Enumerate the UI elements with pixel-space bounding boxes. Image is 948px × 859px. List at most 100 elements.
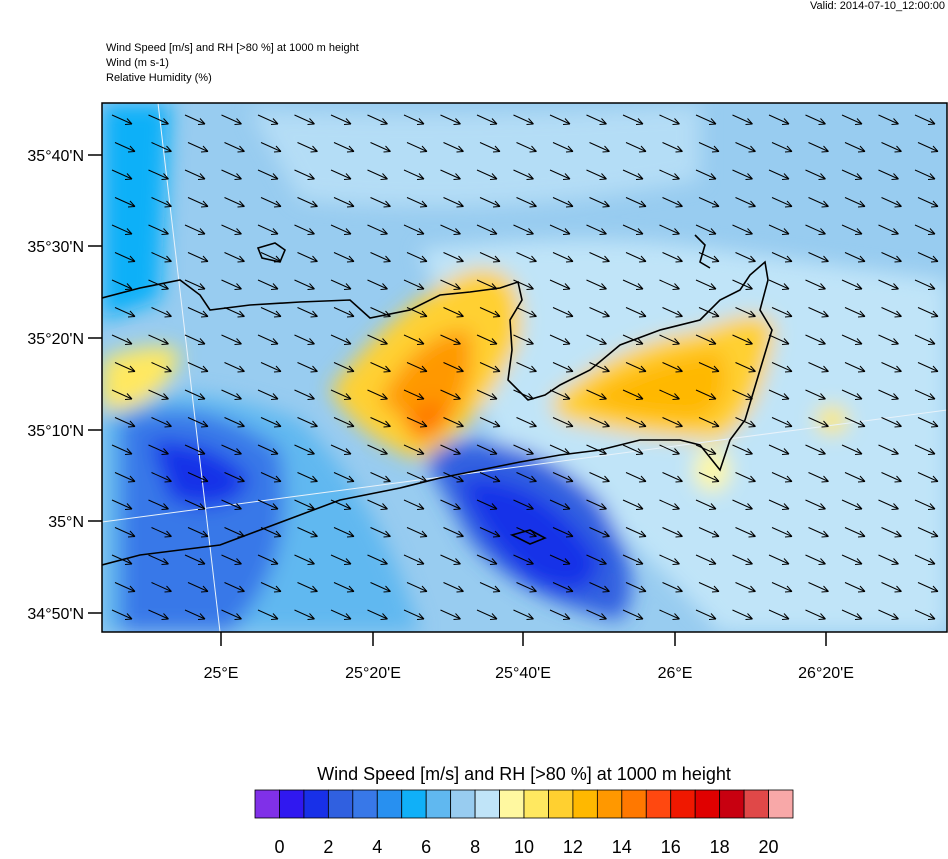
wind-arrow <box>440 334 461 345</box>
wind-arrow <box>333 307 355 318</box>
wind-arrow <box>440 554 461 565</box>
wind-arrow <box>443 472 464 483</box>
wind-arrow <box>330 499 352 510</box>
wind-arrow <box>881 307 902 318</box>
wind-arrow <box>516 472 537 483</box>
wind-arrow <box>111 499 133 510</box>
wind-arrow <box>662 527 683 538</box>
wind-arrow <box>111 114 133 125</box>
wind-arrow <box>257 334 279 345</box>
wind-arrow <box>844 197 866 208</box>
wind-arrow <box>330 114 352 125</box>
wind-arrow <box>625 527 647 538</box>
wind-arrow <box>440 389 461 400</box>
wind-arrow <box>768 224 790 235</box>
wind-arrow <box>476 279 498 290</box>
wind-arrow <box>367 169 388 180</box>
colorbar-label: 10 <box>514 837 534 854</box>
colorbar-swatch <box>743 789 769 819</box>
wind-arrow <box>914 114 936 125</box>
wind-arrow <box>552 417 574 428</box>
wind-arrow <box>698 142 720 153</box>
wind-arrow <box>406 472 428 483</box>
wind-arrow <box>516 362 537 373</box>
wind-arrow <box>297 142 318 153</box>
coastline <box>102 234 773 566</box>
wind-arrow <box>805 334 826 345</box>
wind-arrow <box>406 362 428 373</box>
wind-arrow <box>443 197 464 208</box>
wind-arrow <box>808 307 829 318</box>
wind-arrow <box>698 527 720 538</box>
wind-arrow <box>443 362 464 373</box>
wind-arrow <box>297 472 318 483</box>
wind-arrow <box>586 169 607 180</box>
wind-arrow <box>367 554 388 565</box>
wind-arrow <box>330 389 352 400</box>
lat-axis: 35°40'N 35°30'N 35°20'N 35°10'N 35°N 34°50'N <box>27 148 102 623</box>
wind-arrow <box>808 197 829 208</box>
wind-arrow <box>552 527 574 538</box>
colorbar-swatch <box>352 789 378 819</box>
wind-arrow <box>586 224 607 235</box>
wind-arrow <box>403 499 425 510</box>
wind-arrow <box>111 279 133 290</box>
wind-arrow <box>917 582 939 593</box>
wind-arrow <box>771 197 793 208</box>
wind-arrow <box>732 334 753 345</box>
wind-arrow <box>914 334 936 345</box>
wind-arrow <box>878 389 899 400</box>
wind-arrow <box>479 252 501 263</box>
wind-arrow <box>476 609 498 620</box>
lon-label: 25°40'E <box>495 665 551 682</box>
wind-arrow <box>184 279 206 290</box>
wind-arrow <box>111 224 133 235</box>
wind-arrow <box>513 444 534 455</box>
wind-arrow <box>768 444 790 455</box>
wind-arrow <box>622 609 644 620</box>
wind-arrow <box>695 389 717 400</box>
colorbar-label: 4 <box>372 837 382 854</box>
wind-arrow <box>294 224 315 235</box>
wind-arrow <box>476 169 498 180</box>
wind-arrow <box>695 554 717 565</box>
wind-arrow <box>914 169 936 180</box>
wind-arrow <box>768 389 790 400</box>
wind-arrow <box>622 114 644 125</box>
wind-arrow <box>111 609 133 620</box>
wind-arrow <box>917 142 939 153</box>
wind-arrow <box>260 197 282 208</box>
wind-arrow <box>695 444 717 455</box>
wind-arrow <box>151 417 172 428</box>
wind-arrow <box>589 362 610 373</box>
wind-arrow <box>221 389 242 400</box>
wind-arrow <box>406 527 428 538</box>
colorbar-swatch <box>499 789 525 819</box>
wind-arrow <box>735 362 756 373</box>
wind-arrow <box>586 499 607 510</box>
wind-arrow <box>221 169 242 180</box>
wind-arrow <box>586 389 607 400</box>
colorbar-swatch <box>719 789 745 819</box>
wind-arrow <box>148 334 169 345</box>
wind-arrow <box>403 114 425 125</box>
wind-arrow <box>513 224 534 235</box>
wind-arrow <box>403 554 425 565</box>
wind-arrow <box>333 142 355 153</box>
wind-arrow <box>151 197 172 208</box>
wind-arrow <box>549 444 571 455</box>
wind-arrow <box>586 444 607 455</box>
wind-arrow <box>297 362 318 373</box>
wind-arrow <box>589 307 610 318</box>
wind-arrow <box>221 224 242 235</box>
wind-arrow <box>333 472 355 483</box>
wind-arrow <box>841 554 863 565</box>
wind-arrow <box>406 417 428 428</box>
wind-arrow <box>805 224 826 235</box>
wind-arrow <box>513 554 534 565</box>
wind-arrow <box>695 609 717 620</box>
wind-arrow <box>878 554 899 565</box>
wind-arrow <box>589 472 610 483</box>
colorbar-label: 0 <box>274 837 284 854</box>
wind-arrow <box>333 252 355 263</box>
